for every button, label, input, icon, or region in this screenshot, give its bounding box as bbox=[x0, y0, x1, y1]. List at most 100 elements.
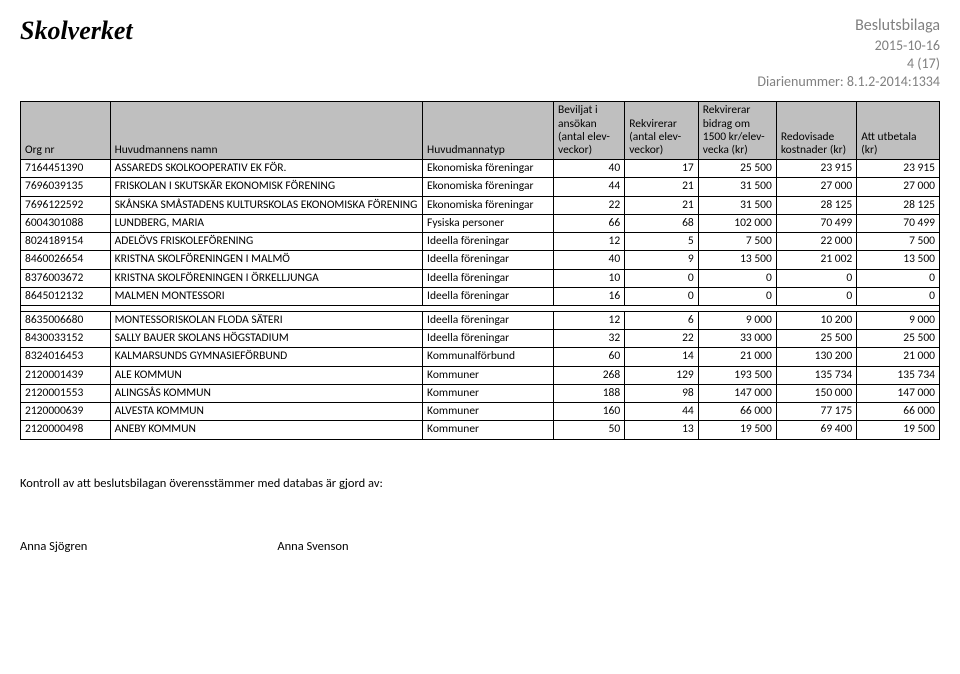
cell-value: 147 000 bbox=[857, 384, 940, 402]
cell-value: 6 bbox=[625, 311, 699, 329]
table-row: 8430033152SALLY BAUER SKOLANS HÖGSTADIUM… bbox=[21, 330, 940, 348]
cell-value: 66 bbox=[554, 214, 625, 232]
table-row: 8645012132MALMEN MONTESSORIIdeella fören… bbox=[21, 287, 940, 305]
cell-value: 17 bbox=[625, 160, 699, 178]
cell-value: 188 bbox=[554, 384, 625, 402]
cell-value: 0 bbox=[698, 287, 776, 305]
meta-diar: Diarienummer: 8.1.2-2014:1334 bbox=[757, 73, 940, 91]
table-row: 8024189154ADELÖVS FRISKOLEFÖRENINGIdeell… bbox=[21, 233, 940, 251]
cell-value: 70 499 bbox=[857, 214, 940, 232]
table-row: 7696122592SKÅNSKA SMÅSTADENS KULTURSKOLA… bbox=[21, 196, 940, 214]
cell-value: 135 734 bbox=[776, 366, 856, 384]
table-row: 8324016453KALMARSUNDS GYMNASIEFÖRBUNDKom… bbox=[21, 348, 940, 366]
cell-org: 8024189154 bbox=[21, 233, 111, 251]
cell-type: Ekonomiska föreningar bbox=[423, 196, 554, 214]
cell-value: 77 175 bbox=[776, 403, 856, 421]
cell-org: 8635006680 bbox=[21, 311, 111, 329]
cell-org: 7696039135 bbox=[21, 178, 111, 196]
cell-value: 23 915 bbox=[857, 160, 940, 178]
page-header: Skolverket Beslutsbilaga 2015-10-16 4 (1… bbox=[20, 16, 940, 91]
cell-org: 7164451390 bbox=[21, 160, 111, 178]
cell-value: 68 bbox=[625, 214, 699, 232]
cell-type: Ideella föreningar bbox=[423, 233, 554, 251]
cell-org: 8324016453 bbox=[21, 348, 111, 366]
cell-value: 21 002 bbox=[776, 251, 856, 269]
cell-value: 12 bbox=[554, 233, 625, 251]
cell-value: 22 bbox=[554, 196, 625, 214]
cell-type: Ekonomiska föreningar bbox=[423, 160, 554, 178]
cell-value: 102 000 bbox=[698, 214, 776, 232]
cell-value: 27 000 bbox=[857, 178, 940, 196]
cell-name: ALVESTA KOMMUN bbox=[110, 403, 422, 421]
cell-value: 21 000 bbox=[698, 348, 776, 366]
meta-page: 4 (17) bbox=[757, 55, 940, 73]
cell-value: 40 bbox=[554, 160, 625, 178]
cell-name: SKÅNSKA SMÅSTADENS KULTURSKOLAS EKONOMIS… bbox=[110, 196, 422, 214]
cell-type: Ideella föreningar bbox=[423, 311, 554, 329]
signatures: Anna Sjögren Anna Svenson bbox=[20, 539, 940, 554]
col-type: Huvudmannatyp bbox=[423, 102, 554, 160]
cell-type: Kommunalförbund bbox=[423, 348, 554, 366]
cell-type: Ekonomiska föreningar bbox=[423, 178, 554, 196]
cell-value: 98 bbox=[625, 384, 699, 402]
cell-value: 16 bbox=[554, 287, 625, 305]
cell-value: 7 500 bbox=[698, 233, 776, 251]
cell-value: 129 bbox=[625, 366, 699, 384]
cell-value: 0 bbox=[776, 287, 856, 305]
cell-value: 160 bbox=[554, 403, 625, 421]
table-row: 2120000498ANEBY KOMMUNKommuner501319 500… bbox=[21, 421, 940, 439]
cell-value: 0 bbox=[625, 269, 699, 287]
cell-value: 32 bbox=[554, 330, 625, 348]
table-header: Org nr Huvudmannens namn Huvudmannatyp B… bbox=[21, 102, 940, 160]
cell-org: 2120001553 bbox=[21, 384, 111, 402]
cell-value: 10 bbox=[554, 269, 625, 287]
col-rekv-antal: Rekvirerar (antal elev-veckor) bbox=[625, 102, 699, 160]
cell-value: 14 bbox=[625, 348, 699, 366]
cell-name: SALLY BAUER SKOLANS HÖGSTADIUM bbox=[110, 330, 422, 348]
cell-org: 2120000639 bbox=[21, 403, 111, 421]
cell-type: Ideella föreningar bbox=[423, 251, 554, 269]
cell-name: MALMEN MONTESSORI bbox=[110, 287, 422, 305]
cell-name: KRISTNA SKOLFÖRENINGEN I ÖRKELLJUNGA bbox=[110, 269, 422, 287]
cell-org: 2120000498 bbox=[21, 421, 111, 439]
table-row: 2120001439ALE KOMMUNKommuner268129193 50… bbox=[21, 366, 940, 384]
cell-name: KRISTNA SKOLFÖRENINGEN I MALMÖ bbox=[110, 251, 422, 269]
cell-type: Ideella föreningar bbox=[423, 269, 554, 287]
cell-value: 22 bbox=[625, 330, 699, 348]
meta-date: 2015-10-16 bbox=[757, 37, 940, 55]
cell-value: 25 500 bbox=[857, 330, 940, 348]
table-row: 8460026654KRISTNA SKOLFÖRENINGEN I MALMÖ… bbox=[21, 251, 940, 269]
cell-value: 0 bbox=[625, 287, 699, 305]
cell-value: 150 000 bbox=[776, 384, 856, 402]
cell-type: Kommuner bbox=[423, 403, 554, 421]
cell-org: 8430033152 bbox=[21, 330, 111, 348]
cell-value: 193 500 bbox=[698, 366, 776, 384]
diar-label: Diarienummer: bbox=[757, 73, 843, 90]
signature-2: Anna Svenson bbox=[277, 539, 348, 554]
cell-value: 66 000 bbox=[857, 403, 940, 421]
cell-type: Kommuner bbox=[423, 384, 554, 402]
table-row: 2120001553ALINGSÅS KOMMUNKommuner1889814… bbox=[21, 384, 940, 402]
cell-value: 9 000 bbox=[698, 311, 776, 329]
col-rekv-bidrag: Rekvirerar bidrag om 1500 kr/elev-vecka … bbox=[698, 102, 776, 160]
cell-value: 0 bbox=[776, 269, 856, 287]
cell-value: 25 500 bbox=[698, 160, 776, 178]
cell-name: KALMARSUNDS GYMNASIEFÖRBUND bbox=[110, 348, 422, 366]
main-table: Org nr Huvudmannens namn Huvudmannatyp B… bbox=[20, 101, 940, 439]
cell-org: 2120001439 bbox=[21, 366, 111, 384]
cell-type: Kommuner bbox=[423, 421, 554, 439]
cell-value: 10 200 bbox=[776, 311, 856, 329]
table-row: 7164451390ASSAREDS SKOLKOOPERATIV EK FÖR… bbox=[21, 160, 940, 178]
cell-value: 7 500 bbox=[857, 233, 940, 251]
cell-value: 31 500 bbox=[698, 196, 776, 214]
cell-value: 21 bbox=[625, 178, 699, 196]
cell-org: 6004301088 bbox=[21, 214, 111, 232]
cell-value: 70 499 bbox=[776, 214, 856, 232]
cell-value: 66 000 bbox=[698, 403, 776, 421]
cell-value: 5 bbox=[625, 233, 699, 251]
cell-value: 13 bbox=[625, 421, 699, 439]
cell-value: 50 bbox=[554, 421, 625, 439]
cell-value: 31 500 bbox=[698, 178, 776, 196]
cell-value: 9 000 bbox=[857, 311, 940, 329]
meta-title: Beslutsbilaga bbox=[757, 16, 940, 37]
